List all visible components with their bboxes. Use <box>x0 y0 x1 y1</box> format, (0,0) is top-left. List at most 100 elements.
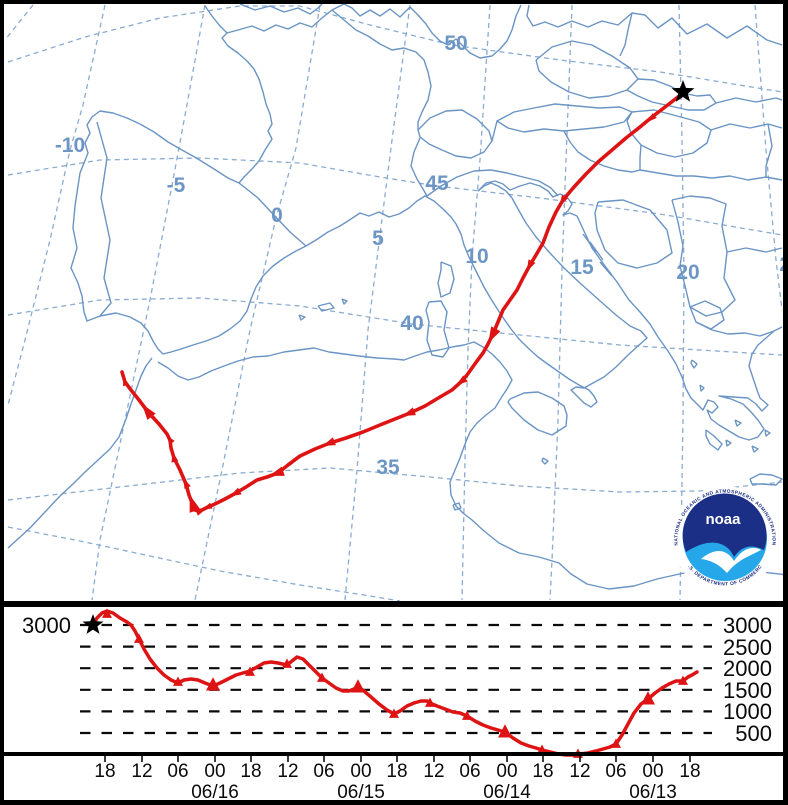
altitude-6h-marker <box>351 679 365 693</box>
map-profile-divider <box>0 601 788 607</box>
coastline <box>96 121 112 318</box>
logo-navy-shape <box>682 493 767 557</box>
altitude-6h-marker <box>641 691 655 705</box>
trajectory-6h-marker <box>141 403 156 420</box>
coastline <box>437 261 455 298</box>
longitude-label: 15 <box>570 256 594 279</box>
time-tick-label: 06 <box>605 761 626 782</box>
time-tick-label: 06 <box>313 761 334 782</box>
coastline <box>425 300 450 358</box>
time-tick-label: 18 <box>94 761 115 782</box>
trajectory-6h-marker <box>183 477 191 490</box>
altitude-right-label: 500 <box>735 721 772 746</box>
trajectory-6h-marker <box>322 437 336 447</box>
meridian-line <box>194 4 321 601</box>
latitude-label: 45 <box>425 172 449 195</box>
longitude-label: -10 <box>55 134 85 157</box>
map-graticule <box>4 4 783 601</box>
time-tick-label: 12 <box>423 761 444 782</box>
coastline <box>699 384 705 392</box>
altitude-6h-marker <box>425 697 435 707</box>
time-tick-label: 18 <box>679 761 700 782</box>
altitude-left-label: 3000 <box>22 613 71 638</box>
parallel-line <box>7 526 401 601</box>
altitude-6h-marker <box>245 666 255 676</box>
time-tick-label: 00 <box>204 761 225 782</box>
map-coastlines <box>7 4 784 590</box>
altitude-6h-marker <box>206 677 220 691</box>
time-tick-label: 00 <box>350 761 371 782</box>
coastline <box>305 182 648 408</box>
trajectory-6h-marker <box>455 375 468 386</box>
parallel-line <box>7 157 783 236</box>
trajectory-6h-marker <box>189 494 201 513</box>
trajectory-6h-marker <box>171 451 179 463</box>
coastline <box>7 357 153 549</box>
date-label: 06/16 <box>191 782 239 803</box>
trajectory-source-star-icon <box>671 80 695 102</box>
altitude-6h-marker <box>389 708 399 718</box>
logo-gull-icon <box>701 547 761 573</box>
altitude-6h-marker <box>102 608 112 618</box>
coastline <box>695 321 775 337</box>
time-tick-label: 06 <box>167 761 188 782</box>
coastline <box>341 298 348 305</box>
trajectory-6h-marker <box>229 487 242 497</box>
time-tick-label: 12 <box>277 761 298 782</box>
altitude-6h-marker <box>498 724 512 738</box>
coastline <box>157 341 784 590</box>
coastline <box>749 473 783 486</box>
altitude-right-label: 1500 <box>723 678 772 703</box>
map-grid-labels: -10 -5 0 5 10 15 20 25 50 45 40 35 <box>55 32 784 479</box>
coastline <box>594 199 673 269</box>
trajectory-6h-marker <box>488 326 501 343</box>
meridian-line <box>7 4 106 406</box>
coastline <box>599 261 613 277</box>
coastline <box>690 359 698 369</box>
parallel-line <box>7 467 783 501</box>
trajectory-6h-marker <box>647 113 657 123</box>
longitude-label: 10 <box>465 245 488 268</box>
outer-border-top <box>0 0 788 4</box>
trajectory-6h-marker <box>526 259 536 272</box>
time-tick-label: 06 <box>459 761 480 782</box>
time-tick-label: 00 <box>642 761 663 782</box>
altitude-6h-marker <box>282 658 292 668</box>
trajectory-6h-marker <box>559 194 568 206</box>
date-label: 06/14 <box>483 782 531 803</box>
time-tick-label: 12 <box>569 761 590 782</box>
time-tick-label: 18 <box>386 761 407 782</box>
latitude-label: 40 <box>400 312 423 335</box>
coastline <box>426 169 559 197</box>
outer-border-left <box>0 0 4 805</box>
map-trajectory <box>120 80 695 516</box>
meridian-line <box>549 4 573 601</box>
trajectory-6h-marker <box>123 376 130 387</box>
outer-border-right <box>783 0 788 805</box>
trajectory-6h-marker <box>269 466 285 476</box>
coastline <box>204 4 522 59</box>
coastline <box>725 439 732 447</box>
altitude-6h-marker <box>134 633 144 643</box>
trajectory-6h-marker <box>166 435 175 445</box>
longitude-label: -5 <box>167 174 186 197</box>
altitude-6h-marker <box>317 672 327 682</box>
altitude-right-label: 1000 <box>723 699 772 724</box>
coastline <box>238 182 307 247</box>
longitude-label: 0 <box>271 204 283 227</box>
coastline <box>710 123 783 131</box>
date-label: 06/13 <box>629 782 677 803</box>
outer-border-bottom <box>0 800 788 805</box>
coastline <box>619 12 633 57</box>
longitude-label: 5 <box>372 227 384 250</box>
coastline <box>541 457 549 465</box>
altitude-right-label: 2500 <box>723 635 772 660</box>
coastline <box>452 502 462 511</box>
altitude-6h-marker <box>611 738 621 748</box>
altitude-6h-marker <box>537 744 547 754</box>
coastline <box>582 233 597 253</box>
altitude-6h-marker <box>462 710 472 720</box>
